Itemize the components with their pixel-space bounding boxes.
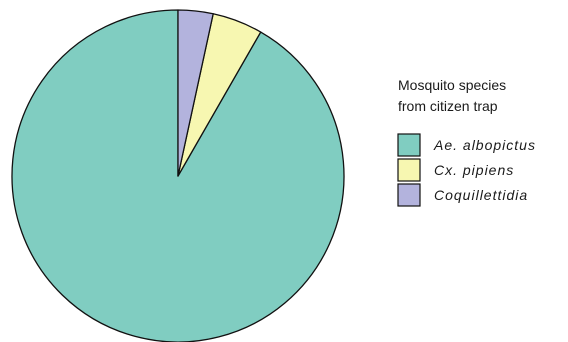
legend-swatch-cx-pipiens	[397, 158, 421, 182]
legend-title-line-1: Mosquito species	[398, 77, 506, 93]
legend-label-ae-albopictus: Ae. albopictus	[433, 137, 536, 153]
legend-swatch-ae-albopictus	[397, 133, 421, 157]
legend-label-cx-pipiens: Cx. pipiens	[434, 162, 514, 178]
legend-swatch-coquillettidia	[397, 183, 421, 207]
pie-slices	[11, 9, 345, 342]
legend-items: Ae. albopictus Cx. pipiens Coquillettidia	[397, 133, 536, 207]
legend-title-line-2: from citizen trap	[398, 98, 498, 114]
legend: Mosquito species from citizen trap Ae. a…	[397, 77, 536, 207]
legend-label-coquillettidia: Coquillettidia	[434, 187, 528, 203]
pie-slice-coquillettidia	[177, 9, 214, 177]
